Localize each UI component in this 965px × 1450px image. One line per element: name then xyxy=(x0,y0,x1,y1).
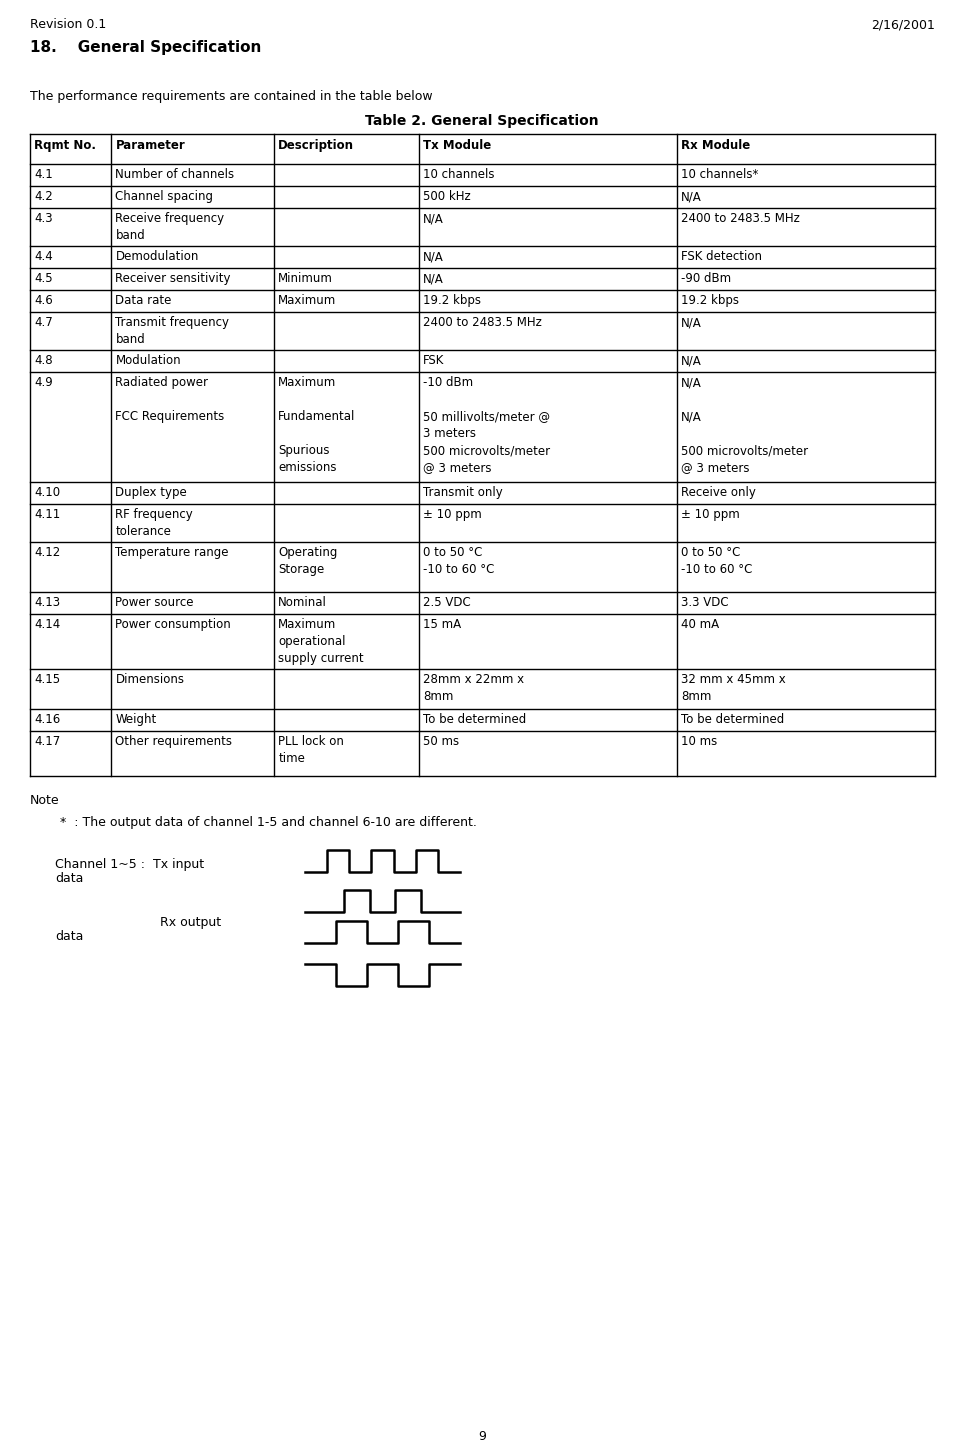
Text: 4.15: 4.15 xyxy=(34,673,60,686)
Text: FSK detection: FSK detection xyxy=(681,249,762,262)
Text: N/A: N/A xyxy=(681,354,702,367)
Text: Rx output: Rx output xyxy=(160,916,221,929)
Text: 4.14: 4.14 xyxy=(34,618,60,631)
Text: *  : The output data of channel 1-5 and channel 6-10 are different.: * : The output data of channel 1-5 and c… xyxy=(60,816,477,829)
Text: To be determined: To be determined xyxy=(423,713,526,726)
Text: 4.6: 4.6 xyxy=(34,294,53,307)
Text: N/A

N/A

500 microvolts/meter
@ 3 meters: N/A N/A 500 microvolts/meter @ 3 meters xyxy=(681,376,809,474)
Text: N/A: N/A xyxy=(681,316,702,329)
Text: data: data xyxy=(55,929,83,942)
Text: Parameter: Parameter xyxy=(116,139,185,152)
Text: Weight: Weight xyxy=(116,713,156,726)
Text: PLL lock on
time: PLL lock on time xyxy=(278,735,345,766)
Text: Description: Description xyxy=(278,139,354,152)
Text: 19.2 kbps: 19.2 kbps xyxy=(681,294,739,307)
Text: Other requirements: Other requirements xyxy=(116,735,233,748)
Text: Data rate: Data rate xyxy=(116,294,172,307)
Text: Dimensions: Dimensions xyxy=(116,673,184,686)
Text: 10 channels*: 10 channels* xyxy=(681,168,758,181)
Text: Demodulation: Demodulation xyxy=(116,249,199,262)
Text: 4.17: 4.17 xyxy=(34,735,60,748)
Text: Minimum: Minimum xyxy=(278,273,333,286)
Text: 9: 9 xyxy=(478,1430,486,1443)
Text: 4.12: 4.12 xyxy=(34,547,60,560)
Text: 10 ms: 10 ms xyxy=(681,735,717,748)
Text: 2/16/2001: 2/16/2001 xyxy=(871,17,935,30)
Text: ± 10 ppm: ± 10 ppm xyxy=(681,507,740,521)
Text: 3.3 VDC: 3.3 VDC xyxy=(681,596,729,609)
Text: N/A: N/A xyxy=(423,273,444,286)
Text: 4.16: 4.16 xyxy=(34,713,60,726)
Text: Power consumption: Power consumption xyxy=(116,618,232,631)
Text: Transmit only: Transmit only xyxy=(423,486,503,499)
Text: 2.5 VDC: 2.5 VDC xyxy=(423,596,471,609)
Text: Receiver sensitivity: Receiver sensitivity xyxy=(116,273,231,286)
Text: 4.1: 4.1 xyxy=(34,168,53,181)
Text: 4.5: 4.5 xyxy=(34,273,53,286)
Text: Rx Module: Rx Module xyxy=(681,139,751,152)
Text: 0 to 50 °C
-10 to 60 °C: 0 to 50 °C -10 to 60 °C xyxy=(423,547,494,576)
Text: Radiated power

FCC Requirements: Radiated power FCC Requirements xyxy=(116,376,225,423)
Text: 4.13: 4.13 xyxy=(34,596,60,609)
Text: Tx Module: Tx Module xyxy=(423,139,491,152)
Text: Receive only: Receive only xyxy=(681,486,756,499)
Text: 4.10: 4.10 xyxy=(34,486,60,499)
Text: 4.7: 4.7 xyxy=(34,316,53,329)
Text: The performance requirements are contained in the table below: The performance requirements are contain… xyxy=(30,90,432,103)
Text: 18.    General Specification: 18. General Specification xyxy=(30,41,262,55)
Text: -90 dBm: -90 dBm xyxy=(681,273,731,286)
Text: Channel 1~5 :  Tx input: Channel 1~5 : Tx input xyxy=(55,858,205,871)
Text: To be determined: To be determined xyxy=(681,713,785,726)
Text: ± 10 ppm: ± 10 ppm xyxy=(423,507,482,521)
Text: 4.4: 4.4 xyxy=(34,249,53,262)
Text: Channel spacing: Channel spacing xyxy=(116,190,213,203)
Text: Operating
Storage: Operating Storage xyxy=(278,547,338,576)
Text: 28mm x 22mm x
8mm: 28mm x 22mm x 8mm xyxy=(423,673,524,703)
Text: Transmit frequency
band: Transmit frequency band xyxy=(116,316,230,347)
Text: 4.11: 4.11 xyxy=(34,507,60,521)
Text: Temperature range: Temperature range xyxy=(116,547,229,560)
Text: N/A: N/A xyxy=(681,190,702,203)
Text: Note: Note xyxy=(30,795,60,808)
Text: Rqmt No.: Rqmt No. xyxy=(34,139,96,152)
Text: FSK: FSK xyxy=(423,354,445,367)
Text: 4.2: 4.2 xyxy=(34,190,53,203)
Text: -10 dBm

50 millivolts/meter @
3 meters
500 microvolts/meter
@ 3 meters: -10 dBm 50 millivolts/meter @ 3 meters 5… xyxy=(423,376,550,474)
Text: Table 2. General Specification: Table 2. General Specification xyxy=(365,115,599,128)
Text: Power source: Power source xyxy=(116,596,194,609)
Text: Modulation: Modulation xyxy=(116,354,181,367)
Text: 2400 to 2483.5 MHz: 2400 to 2483.5 MHz xyxy=(423,316,542,329)
Text: RF frequency
tolerance: RF frequency tolerance xyxy=(116,507,193,538)
Text: 15 mA: 15 mA xyxy=(423,618,461,631)
Text: 40 mA: 40 mA xyxy=(681,618,719,631)
Text: 500 kHz: 500 kHz xyxy=(423,190,471,203)
Text: Maximum

Fundamental

Spurious
emissions: Maximum Fundamental Spurious emissions xyxy=(278,376,356,474)
Text: Number of channels: Number of channels xyxy=(116,168,234,181)
Text: data: data xyxy=(55,871,83,884)
Text: Duplex type: Duplex type xyxy=(116,486,187,499)
Text: 2400 to 2483.5 MHz: 2400 to 2483.5 MHz xyxy=(681,212,800,225)
Text: 4.8: 4.8 xyxy=(34,354,53,367)
Text: Nominal: Nominal xyxy=(278,596,327,609)
Text: 50 ms: 50 ms xyxy=(423,735,459,748)
Text: 4.9: 4.9 xyxy=(34,376,53,389)
Text: N/A: N/A xyxy=(423,212,444,225)
Text: 19.2 kbps: 19.2 kbps xyxy=(423,294,482,307)
Text: Revision 0.1: Revision 0.1 xyxy=(30,17,106,30)
Text: N/A: N/A xyxy=(423,249,444,262)
Text: Maximum: Maximum xyxy=(278,294,337,307)
Text: 32 mm x 45mm x
8mm: 32 mm x 45mm x 8mm xyxy=(681,673,786,703)
Text: 10 channels: 10 channels xyxy=(423,168,495,181)
Text: 0 to 50 °C
-10 to 60 °C: 0 to 50 °C -10 to 60 °C xyxy=(681,547,753,576)
Text: Receive frequency
band: Receive frequency band xyxy=(116,212,225,242)
Text: 4.3: 4.3 xyxy=(34,212,53,225)
Text: Maximum
operational
supply current: Maximum operational supply current xyxy=(278,618,364,666)
